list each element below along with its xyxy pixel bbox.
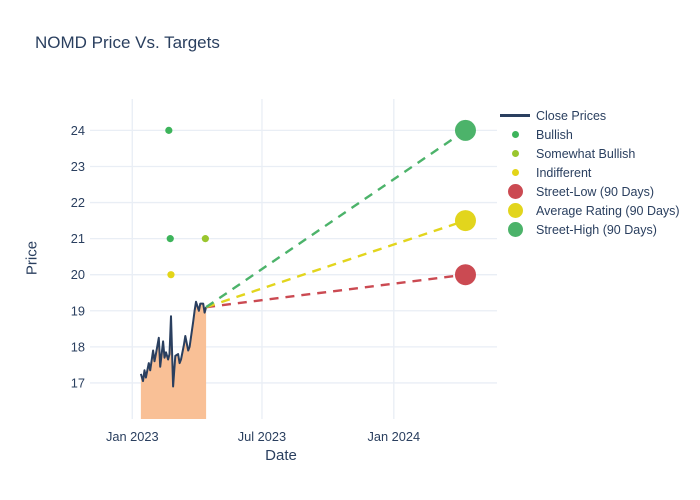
legend-marker: [511, 169, 519, 176]
y-tick-label: 21: [71, 231, 85, 246]
legend-label: Street-Low (90 Days): [536, 184, 655, 199]
legend-dot-swatch: [499, 222, 531, 237]
y-axis-title: Price: [23, 240, 41, 276]
target-marker-street-high-90-days-[interactable]: [454, 119, 476, 141]
legend-dot-swatch: [499, 150, 531, 157]
y-tick-label: 24: [71, 123, 85, 138]
target-projection-line: [205, 219, 466, 309]
target-projection-line: [205, 129, 467, 309]
rating-dot-indifferent[interactable]: [167, 271, 175, 279]
legend-line-swatch: [499, 114, 531, 117]
chart-title: NOMD Price Vs. Targets: [35, 33, 220, 52]
y-tick-label: 20: [71, 267, 85, 282]
target-marker-average-rating-90-days-[interactable]: [454, 210, 476, 232]
legend-item-bullish[interactable]: Bullish: [499, 125, 680, 144]
legend-label: Average Rating (90 Days): [536, 203, 680, 218]
rating-dot-bullish[interactable]: [166, 235, 174, 243]
y-tick-label: 22: [71, 195, 85, 210]
rating-dot-somewhat-bullish[interactable]: [201, 235, 209, 243]
legend-item-street-low-90-days-[interactable]: Street-Low (90 Days): [499, 182, 680, 201]
legend-dot-swatch: [499, 203, 531, 218]
legend-dot-swatch: [499, 169, 531, 176]
legend-marker: [507, 222, 523, 237]
target-marker-street-low-90-days-[interactable]: [454, 264, 476, 286]
legend-item-street-high-90-days-[interactable]: Street-High (90 Days): [499, 220, 680, 239]
legend-dot-swatch: [499, 131, 531, 138]
legend-item-close-prices[interactable]: Close Prices: [499, 106, 680, 125]
legend-marker: [507, 184, 523, 199]
legend-item-indifferent[interactable]: Indifferent: [499, 163, 680, 182]
legend-marker: [500, 114, 530, 117]
legend-marker: [511, 131, 519, 138]
rating-dot-bullish[interactable]: [165, 126, 173, 134]
legend-label: Bullish: [536, 127, 573, 142]
legend-label: Indifferent: [536, 165, 592, 180]
legend-label: Somewhat Bullish: [536, 146, 636, 161]
legend-label: Street-High (90 Days): [536, 222, 657, 237]
legend-dot-swatch: [499, 184, 531, 199]
y-tick-label: 17: [71, 375, 85, 390]
y-tick-label: 18: [71, 339, 85, 354]
close-price-line[interactable]: [139, 300, 208, 388]
x-axis-title: Date: [265, 447, 297, 464]
legend-item-somewhat-bullish[interactable]: Somewhat Bullish: [499, 144, 680, 163]
close-price-area: [140, 301, 207, 419]
y-tick-label: 23: [71, 159, 85, 174]
x-tick-label: Jan 2024: [367, 429, 420, 444]
legend-label: Close Prices: [536, 108, 607, 123]
legend: Close Prices Bullish Somewhat Bullish Indif…: [499, 106, 680, 239]
legend-marker: [511, 150, 519, 157]
x-tick-label: Jul 2023: [238, 429, 286, 444]
x-tick-label: Jan 2023: [106, 429, 159, 444]
y-tick-label: 19: [71, 303, 85, 318]
legend-item-average-rating-90-days-[interactable]: Average Rating (90 Days): [499, 201, 680, 220]
target-projection-line: [205, 273, 466, 309]
legend-marker: [507, 203, 523, 218]
